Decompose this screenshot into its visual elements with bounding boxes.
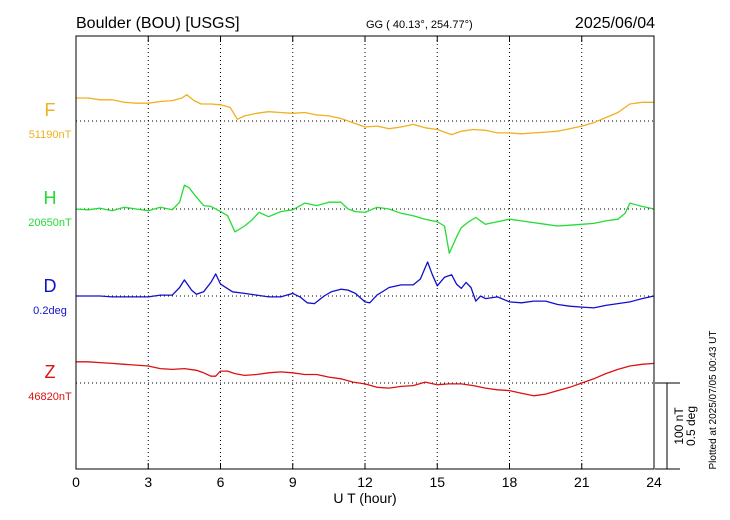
x-tick-label: 0 <box>72 474 80 490</box>
series-baseline-f: 51190nT <box>29 129 72 141</box>
series-line-z <box>76 361 655 397</box>
station-coords: GG ( 40.13°, 254.77°) <box>366 19 473 31</box>
series-baseline-d: 0.2deg <box>33 305 67 317</box>
scale-deg-label: 0.5 deg <box>684 406 698 446</box>
x-tick-label: 3 <box>144 474 152 490</box>
series-lines <box>75 94 655 397</box>
x-tick-label: 9 <box>289 474 297 490</box>
series-name-h: H <box>44 188 57 208</box>
x-tick-label: 12 <box>357 474 373 490</box>
series-labels: F 51190nT H 20650nT D 0.2deg Z 46820nT <box>28 100 72 403</box>
x-tick-label: 18 <box>502 474 518 490</box>
series-name-d: D <box>44 276 57 296</box>
series-line-h <box>75 184 655 254</box>
x-axis-ticks: 0 3 6 9 12 15 18 21 24 <box>72 36 662 490</box>
plot-frame <box>75 35 655 470</box>
scale-nt-label: 100 nT <box>672 407 686 445</box>
series-baseline-h: 20650nT <box>28 217 72 229</box>
series-name-z: Z <box>45 362 56 382</box>
x-tick-label: 15 <box>429 474 445 490</box>
plotted-at-note: Plotted at 2025/07/05 00:43 UT <box>708 331 719 470</box>
x-tick-label: 21 <box>574 474 590 490</box>
x-tick-label: 6 <box>217 474 225 490</box>
station-title: Boulder (BOU) [USGS] <box>76 15 240 32</box>
series-line-d <box>76 261 655 309</box>
series-baseline-z: 46820nT <box>28 391 72 403</box>
series-name-f: F <box>45 100 56 120</box>
x-tick-label: 24 <box>646 474 662 490</box>
series-line-f <box>76 94 654 136</box>
scale-bar: 100 nT 0.5 deg <box>655 382 698 470</box>
x-axis-label: U T (hour) <box>333 490 396 506</box>
plot-date: 2025/06/04 <box>575 15 655 32</box>
